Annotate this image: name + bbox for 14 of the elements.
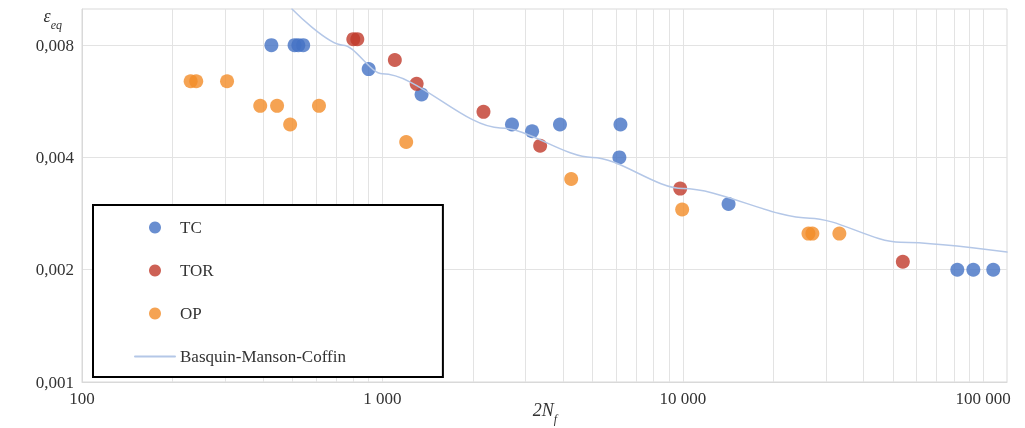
legend-label: Basquin-Manson-Coffin xyxy=(180,347,347,366)
y-tick-label: 0,008 xyxy=(35,35,74,55)
x-axis-title: 2N$_{f}$ xyxy=(532,400,559,426)
x-tick-label: 10 000 xyxy=(659,389,707,408)
y-tick-label: 0,004 xyxy=(35,147,75,167)
legend-label: TOR xyxy=(180,261,215,280)
x-tick-label: 100 000 xyxy=(955,389,1011,408)
legend-label: TC xyxy=(180,218,202,237)
x-tick-label: 1 000 xyxy=(363,389,402,408)
y-tick-label: 0,002 xyxy=(35,260,74,280)
legend-label: OP xyxy=(180,304,202,323)
y-tick-label: 0,001 xyxy=(35,372,74,392)
y-axis-title: ε$_{eq}$ xyxy=(43,6,62,32)
x-tick-label: 100 xyxy=(69,389,95,408)
